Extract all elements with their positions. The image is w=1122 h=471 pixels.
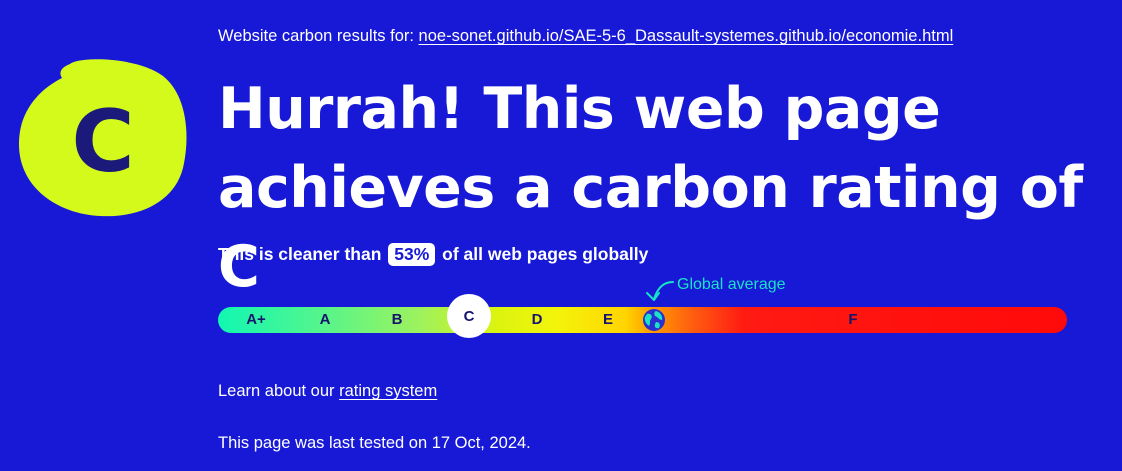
grade-a: A — [319, 311, 331, 328]
rating-scale-bar: A+ A B C D E F — [218, 294, 1067, 338]
headline-line-1: Hurrah! This web page — [218, 76, 941, 142]
page-headline: Hurrah! This web page achieves a carbon … — [218, 70, 1098, 307]
global-average-label: Global average — [677, 276, 786, 293]
grade-e: E — [602, 311, 614, 328]
globe-icon — [643, 309, 665, 331]
grade-d: D — [531, 311, 543, 328]
results-for-line: Website carbon results for: noe-sonet.gi… — [218, 27, 953, 46]
grade-b: B — [391, 311, 403, 328]
rating-system-link[interactable]: rating system — [339, 382, 438, 400]
rating-badge: C — [18, 58, 188, 218]
cleaner-percent-badge: 53% — [388, 243, 436, 266]
grade-a-plus: A+ — [246, 311, 266, 328]
cleaner-prefix: This is cleaner than — [218, 244, 382, 264]
cleaner-suffix: of all web pages globally — [442, 244, 649, 264]
curved-arrow-icon — [646, 281, 674, 301]
grade-f: F — [848, 311, 858, 328]
current-grade-marker: C — [447, 294, 491, 338]
learn-prefix: Learn about our — [218, 382, 335, 400]
learn-rating-line: Learn about our rating system — [218, 382, 437, 401]
rating-badge-letter: C — [71, 92, 135, 192]
last-tested-text: This page was last tested on 17 Oct, 202… — [218, 434, 531, 452]
results-for-label: Website carbon results for: — [218, 27, 414, 45]
tested-url-link[interactable]: noe-sonet.github.io/SAE-5-6_Dassault-sys… — [418, 27, 954, 45]
cleaner-than-statement: This is cleaner than 53% of all web page… — [218, 243, 648, 266]
headline-line-2: achieves a carbon rating of C — [218, 155, 1083, 300]
rating-badge-shape — [18, 59, 187, 217]
